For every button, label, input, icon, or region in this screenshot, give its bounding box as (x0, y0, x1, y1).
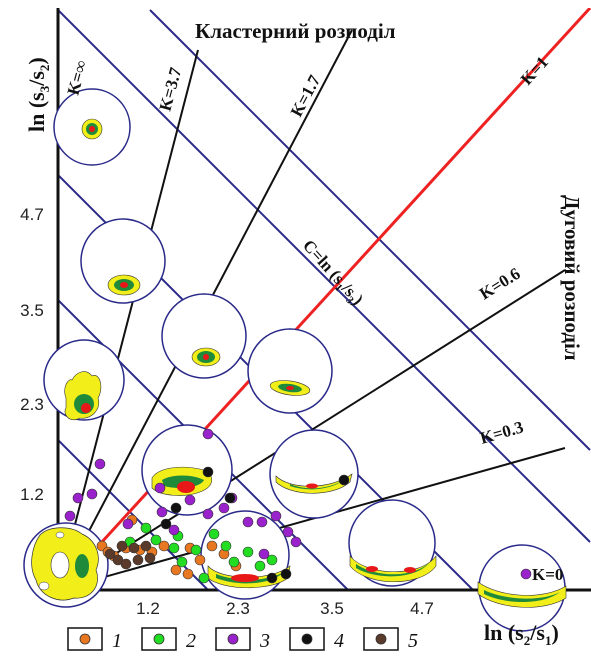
data-point (290, 536, 302, 548)
data-points (64, 428, 532, 584)
cluster-title: Кластерний розподіл (195, 19, 396, 43)
data-point (170, 502, 182, 514)
legend-label: 5 (408, 630, 418, 652)
x-tick-label: 1.2 (136, 599, 160, 618)
k-label: K=0.6 (476, 264, 524, 304)
data-point (176, 556, 188, 568)
y-tick-label: 4.7 (20, 205, 44, 224)
data-point (282, 526, 294, 538)
legend-label: 3 (259, 630, 270, 652)
stereonet-circle (247, 328, 333, 414)
k03-line (58, 447, 566, 590)
k-label: K=1.7 (287, 72, 325, 120)
data-point (228, 556, 240, 568)
data-point (168, 524, 180, 536)
legend-label: 2 (186, 630, 196, 652)
data-point (140, 540, 152, 552)
legend-item: 2 (141, 627, 196, 652)
data-point (86, 488, 98, 500)
data-point (220, 540, 232, 552)
data-point (254, 560, 266, 572)
data-point (154, 482, 166, 494)
data-point (160, 518, 172, 530)
c-line-4 (58, 9, 591, 543)
data-point (122, 518, 134, 530)
data-point (198, 572, 210, 584)
data-point (258, 548, 270, 560)
data-point (270, 510, 282, 522)
legend-item: 4 (289, 627, 344, 652)
data-point (104, 548, 116, 560)
data-point (202, 428, 214, 440)
x-tick-label: 3.5 (320, 599, 344, 618)
data-point (194, 554, 206, 566)
data-point (72, 492, 84, 504)
y-tick-label: 3.5 (20, 301, 44, 320)
stereonet-circle (161, 293, 247, 379)
stereonet-group (23, 88, 567, 632)
data-point (266, 554, 278, 566)
data-point (140, 522, 152, 534)
legend-label: 1 (112, 630, 122, 652)
legend-item: 5 (363, 627, 418, 652)
legend-item: 3 (215, 627, 270, 652)
c-line-5 (149, 9, 591, 451)
data-point (206, 540, 218, 552)
x-tick-label: 2.3 (226, 599, 250, 618)
k-label: K=0 (532, 565, 563, 584)
data-point (116, 540, 128, 552)
legend: 1 2 3 4 5 (67, 627, 418, 652)
girdle-title: Дуговий розподіл (560, 195, 584, 361)
stereonet-circle (80, 218, 166, 304)
data-point (128, 542, 140, 554)
k-label: K=0.3 (478, 417, 526, 447)
data-point (182, 568, 194, 580)
data-point (158, 540, 170, 552)
data-point (64, 510, 76, 522)
data-point (184, 494, 196, 506)
data-point (242, 546, 254, 558)
x-tick-label: 4.7 (410, 599, 434, 618)
data-point (94, 458, 106, 470)
data-point (144, 552, 156, 564)
data-point (256, 516, 268, 528)
k1-line (58, 8, 591, 590)
stereonet-circle (348, 499, 436, 587)
data-point (156, 506, 168, 518)
data-point (168, 542, 180, 554)
y-tick-label: 1.2 (20, 485, 44, 504)
c-label: C=ln (s1/s3) (297, 236, 367, 311)
data-point (224, 492, 236, 504)
stereonet-circle (269, 429, 359, 519)
legend-label: 4 (334, 630, 344, 652)
data-point (520, 568, 532, 580)
stereonet-circle (478, 544, 566, 632)
data-point (190, 544, 202, 556)
data-point (150, 534, 162, 546)
data-point (266, 572, 278, 584)
data-point (208, 528, 220, 540)
data-point (120, 558, 132, 570)
y-axis-title: ln (s3/s2) (24, 57, 52, 132)
data-point (338, 474, 350, 486)
legend-item: 1 (67, 627, 122, 652)
data-point (170, 564, 182, 576)
data-point (218, 502, 230, 514)
data-point (202, 508, 214, 520)
data-point (242, 516, 254, 528)
data-point (202, 466, 214, 478)
y-tick-label: 2.3 (20, 395, 44, 414)
data-point (280, 568, 292, 580)
data-point (132, 554, 144, 566)
x-axis-title: ln (s2/s1) (484, 620, 559, 648)
k-label: K=3.7 (156, 65, 186, 113)
